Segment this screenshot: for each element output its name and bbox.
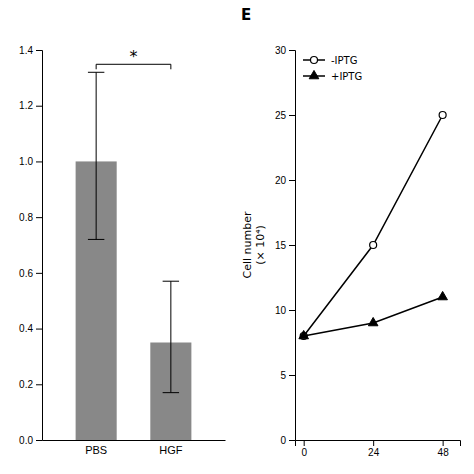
error-bar — [88, 72, 104, 239]
plot-area — [76, 72, 192, 440]
element — [370, 242, 377, 249]
tick-mark — [36, 106, 42, 107]
tick-label: 1.2 — [19, 100, 33, 111]
tick-mark — [289, 180, 295, 181]
axis-line — [296, 441, 461, 447]
axis-title: Cell number(× 10⁴) — [241, 211, 267, 278]
bar-chart: 0.0 0.2 0.4 0.6 0.8 1.0 1.2 1.4 PBS HGF * — [19, 45, 225, 456]
tick-mark — [289, 245, 295, 246]
legend-label: -IPTG — [331, 55, 357, 66]
tick-label: 48 — [438, 447, 450, 458]
annotation: * — [130, 47, 138, 66]
point — [370, 242, 377, 249]
tick-mark — [289, 115, 295, 116]
tick-mark — [36, 440, 42, 441]
tick-label: 0.4 — [19, 323, 33, 334]
line — [304, 297, 443, 336]
tick-label: 20 — [275, 175, 287, 186]
tick-label: 1.0 — [19, 156, 33, 167]
plot-area — [299, 112, 448, 340]
tick-mark — [289, 440, 295, 441]
tick: 48 — [438, 440, 450, 458]
figure: 0.0 0.2 0.4 0.6 0.8 1.0 1.2 1.4 PBS HGF * E 0 5 10 15 20… — [0, 0, 474, 474]
tick-mark — [373, 440, 374, 446]
tick: 0.2 — [19, 379, 42, 390]
title: E — [241, 6, 251, 24]
axis-line — [289, 51, 296, 441]
tick: 15 — [275, 240, 295, 251]
tick: 0 — [301, 440, 307, 458]
tick: 1.2 — [19, 100, 42, 111]
legend-label: +IPTG — [331, 71, 362, 82]
tick: 10 — [275, 305, 295, 316]
tick-mark — [443, 440, 444, 446]
x-axis: PBS HGF — [43, 441, 226, 456]
y-axis: 0 5 10 15 20 25 30 — [275, 45, 296, 446]
line-chart: E 0 5 10 15 20 25 30 0 24 48 Cell number(× 10⁴) -IPT… — [241, 6, 461, 458]
point — [299, 330, 309, 338]
tick-label: PBS — [85, 444, 107, 456]
tick: 20 — [275, 175, 295, 186]
tick: 0.8 — [19, 212, 42, 223]
tick-label: 0.8 — [19, 212, 33, 223]
element — [368, 317, 378, 325]
tick: 5 — [280, 370, 295, 381]
tick-mark — [289, 50, 295, 51]
tick-mark — [36, 217, 42, 218]
element — [439, 112, 446, 119]
tick-label: 0.0 — [19, 435, 33, 446]
tick-label: 0.6 — [19, 268, 33, 279]
tick-label: 10 — [275, 305, 287, 316]
tick-label: 25 — [275, 110, 287, 121]
tick: HGF — [159, 444, 183, 456]
tick-mark — [304, 440, 305, 446]
axis-title-line: (× 10⁴) — [254, 225, 267, 265]
tick-mark — [36, 273, 42, 274]
legend-marker — [309, 70, 319, 78]
tick-mark — [36, 161, 42, 162]
tick-mark — [36, 384, 42, 385]
tick-label: 30 — [275, 45, 287, 56]
tick-label: 0 — [301, 447, 307, 458]
tick: 1.0 — [19, 156, 42, 167]
axis-line — [43, 440, 226, 441]
element — [299, 330, 309, 338]
axis-title-line: Cell number — [241, 211, 254, 278]
legend: -IPTG +IPTG — [303, 55, 362, 82]
legend-item: -IPTG — [303, 55, 357, 66]
point — [439, 112, 446, 119]
tick: 0.6 — [19, 268, 42, 279]
tick-label: 1.4 — [19, 45, 33, 56]
element — [309, 70, 319, 78]
element — [311, 57, 318, 64]
x-axis: 0 24 48 — [296, 440, 461, 458]
legend-item: +IPTG — [303, 70, 362, 81]
tick: 0 — [280, 435, 295, 446]
tick-label: HGF — [159, 444, 183, 456]
tick-mark — [36, 329, 42, 330]
tick-label: 15 — [275, 240, 287, 251]
tick: 30 — [275, 45, 295, 56]
tick: 24 — [368, 440, 380, 458]
tick-mark — [289, 310, 295, 311]
tick-label: 5 — [280, 370, 286, 381]
axis-line — [36, 51, 43, 441]
point — [438, 291, 448, 299]
tick-label: 0 — [280, 435, 286, 446]
tick-mark — [36, 50, 42, 51]
tick: 0.4 — [19, 323, 42, 334]
legend-marker — [311, 57, 318, 64]
point — [368, 317, 378, 325]
tick: PBS — [85, 444, 107, 456]
tick: 1.4 — [19, 45, 42, 56]
tick-mark — [289, 375, 295, 376]
tick-label: 0.2 — [19, 379, 33, 390]
element — [438, 291, 448, 299]
tick: 25 — [275, 110, 295, 121]
tick-label: 24 — [368, 447, 380, 458]
line — [304, 115, 443, 336]
y-axis: 0.0 0.2 0.4 0.6 0.8 1.0 1.2 1.4 — [19, 45, 42, 446]
tick: 0.0 — [19, 435, 42, 446]
error-bar — [163, 281, 179, 392]
